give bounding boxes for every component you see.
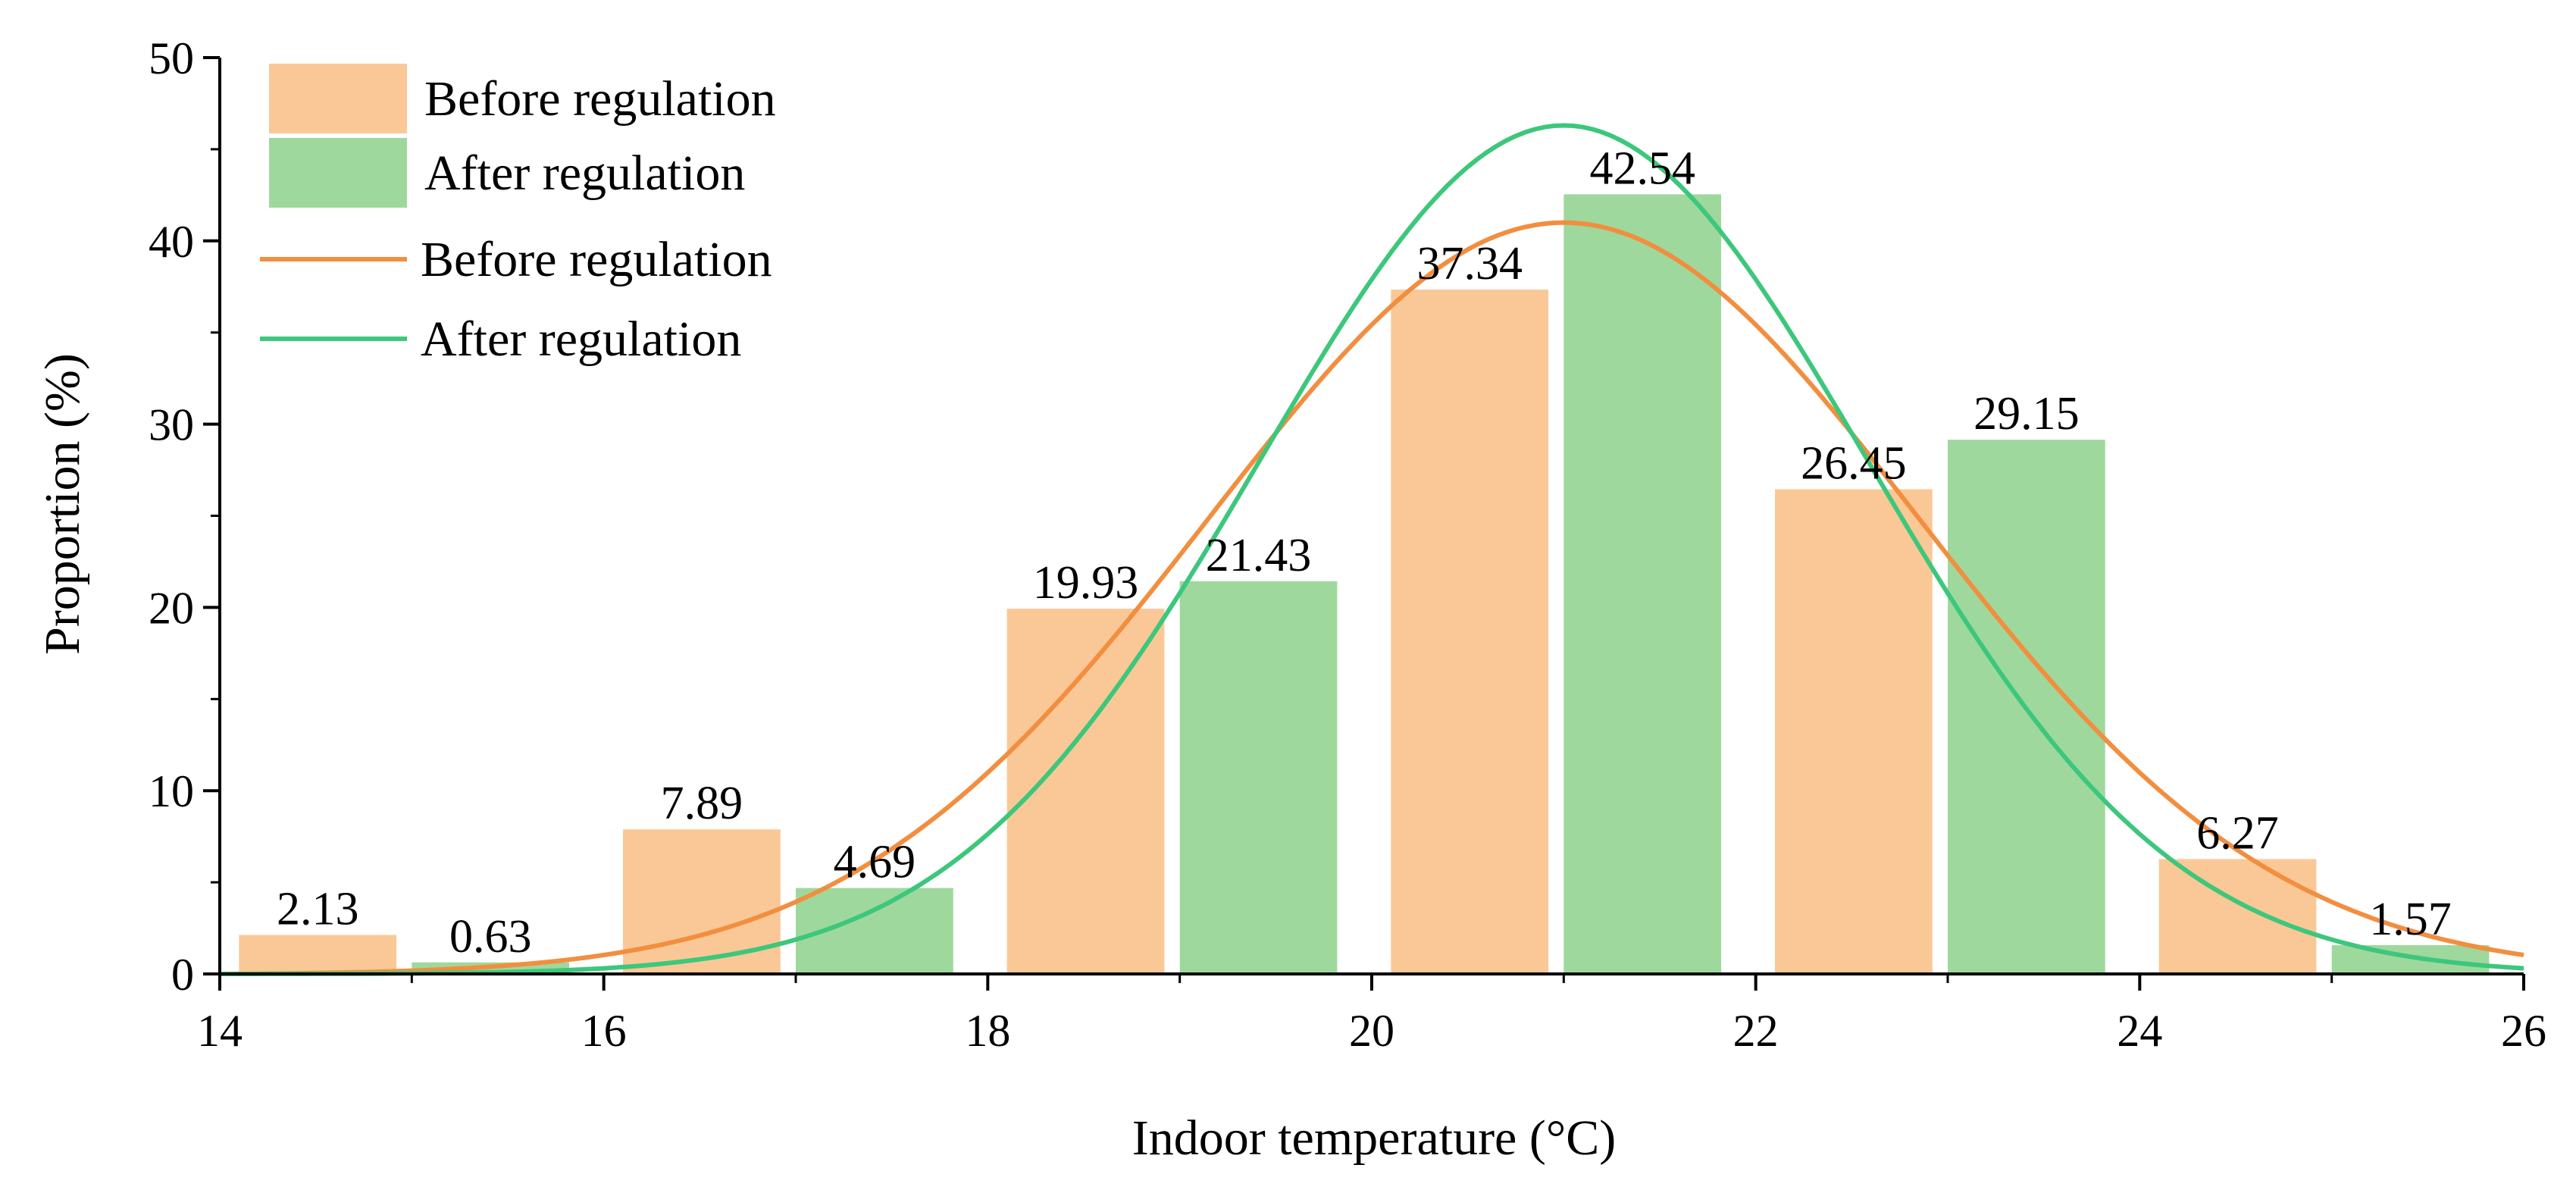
bars-layer bbox=[239, 194, 2490, 975]
x-tick-label-22: 22 bbox=[1733, 1006, 1779, 1056]
data-label-before-5: 6.27 bbox=[2196, 807, 2279, 859]
bar-before-1 bbox=[623, 829, 781, 974]
fit-curve-before bbox=[219, 220, 2524, 976]
data-label-after-1: 4.69 bbox=[834, 837, 916, 888]
bar-before-3 bbox=[1391, 290, 1549, 975]
bar-after-3 bbox=[1563, 194, 1722, 974]
data-label-after-5: 1.57 bbox=[2369, 894, 2452, 945]
data-label-before-4: 26.45 bbox=[1801, 437, 1907, 489]
legend-swatch-bar-1 bbox=[269, 138, 407, 208]
legend-label-1: After regulation bbox=[424, 146, 745, 201]
data-label-before-1: 7.89 bbox=[661, 778, 743, 829]
y-tick-label-50: 50 bbox=[149, 33, 194, 83]
bar-before-4 bbox=[1775, 489, 1933, 974]
y-axis-title: Proportion (%) bbox=[35, 353, 90, 655]
data-label-before-0: 2.13 bbox=[277, 883, 359, 935]
bar-before-0 bbox=[239, 935, 397, 974]
data-label-before-2: 19.93 bbox=[1033, 557, 1139, 609]
legend-label-3: After regulation bbox=[421, 312, 741, 367]
legend-label-0: Before regulation bbox=[424, 71, 776, 127]
data-labels-layer: 2.13 7.89 19.93 37.34 26.45 6.27 0.63 4.69 21.43… bbox=[277, 142, 2452, 962]
x-tick-label-16: 16 bbox=[581, 1006, 627, 1056]
data-label-after-4: 29.15 bbox=[1973, 388, 2080, 440]
legend-swatch-bar-0 bbox=[269, 64, 407, 133]
data-label-after-0: 0.63 bbox=[449, 911, 532, 963]
data-label-after-3: 42.54 bbox=[1589, 142, 1695, 194]
fit-curve-after bbox=[220, 123, 2524, 976]
y-tick-label-40: 40 bbox=[149, 217, 194, 267]
legend-label-2: Before regulation bbox=[421, 232, 772, 287]
y-tick-label-10: 10 bbox=[149, 766, 194, 816]
bar-before-5 bbox=[2158, 859, 2317, 974]
x-tick-label-18: 18 bbox=[965, 1006, 1010, 1056]
y-tick-label-0: 0 bbox=[171, 950, 194, 1000]
y-tick-label-20: 20 bbox=[149, 583, 194, 633]
y-tick-label-30: 30 bbox=[149, 400, 194, 450]
curves-layer bbox=[219, 123, 2524, 976]
x-tick-label-20: 20 bbox=[1349, 1006, 1394, 1056]
x-axis-title: Indoor temperature (°C) bbox=[1132, 1110, 1616, 1166]
x-tick-label-26: 26 bbox=[2501, 1006, 2546, 1056]
legend: Before regulation After regulation Before … bbox=[260, 64, 776, 367]
axes-layer: 14 16 18 20 22 24 26 0 10 20 30 40 50 bbox=[149, 33, 2546, 1056]
x-tick-label-14: 14 bbox=[197, 1006, 243, 1056]
data-label-before-3: 37.34 bbox=[1416, 238, 1523, 290]
bar-after-2 bbox=[1179, 581, 1338, 974]
data-label-after-2: 21.43 bbox=[1206, 530, 1312, 581]
bar-after-5 bbox=[2331, 945, 2490, 974]
x-tick-label-24: 24 bbox=[2117, 1006, 2162, 1056]
